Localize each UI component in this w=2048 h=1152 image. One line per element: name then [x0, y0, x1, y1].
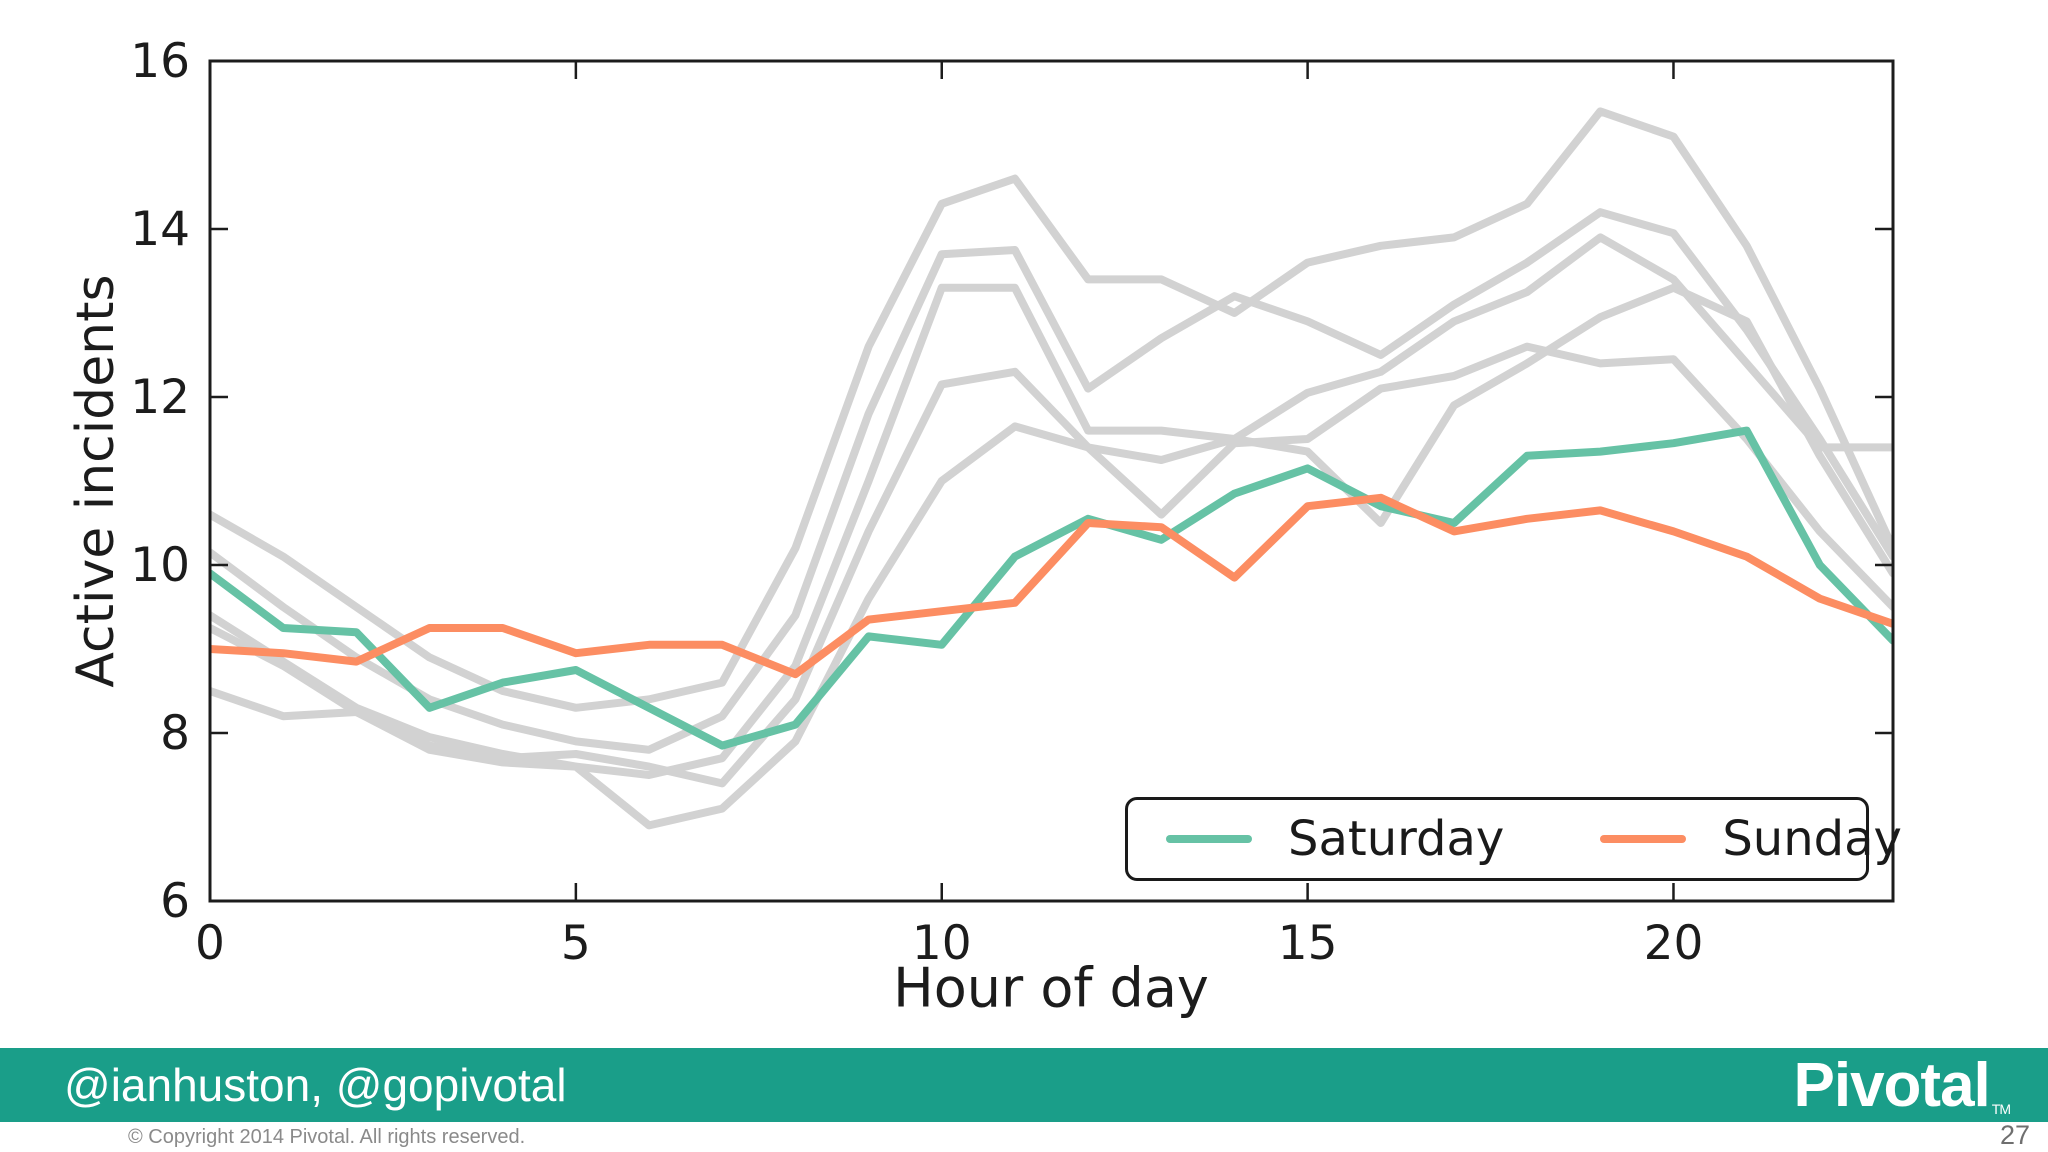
y-axis-label: Active incidents — [66, 274, 126, 688]
svg-text:12: 12 — [130, 370, 190, 425]
chart-legend: Saturday Sunday — [1125, 797, 1902, 881]
page-number: 27 — [1999, 1120, 2030, 1150]
footer-strip: © Copyright 2014 Pivotal. All rights res… — [0, 1120, 2048, 1152]
legend-label-sunday: Sunday — [1722, 811, 1902, 867]
incidents-chart: 0 5 10 15 20 6 8 10 12 14 16 — [130, 34, 1895, 971]
svg-text:20: 20 — [1644, 916, 1704, 971]
plot-border — [208, 59, 1895, 903]
y-tick-labels: 6 8 10 12 14 16 — [130, 34, 190, 929]
svg-text:14: 14 — [130, 202, 190, 257]
twitter-handles: @ianhuston, @gopivotal — [64, 1059, 567, 1111]
svg-text:6: 6 — [160, 874, 190, 929]
svg-text:5: 5 — [561, 916, 591, 971]
line-saturday — [210, 426, 1893, 750]
legend-entry-saturday: Saturday — [1166, 811, 1504, 867]
svg-text:8: 8 — [160, 706, 190, 761]
line-sunday — [210, 493, 1893, 679]
line-weekday-3 — [210, 233, 1893, 779]
legend-entry-sunday: Sunday — [1600, 811, 1902, 867]
sunday-line-swatch — [1600, 835, 1687, 843]
line-weekday-5 — [210, 342, 1893, 830]
svg-text:10: 10 — [130, 538, 190, 593]
legend-label-saturday: Saturday — [1288, 811, 1505, 867]
pivotal-logo-text: Pivotal — [1793, 1050, 1990, 1120]
svg-text:10: 10 — [912, 916, 972, 971]
trademark-symbol: TM — [1991, 1100, 2011, 1117]
pivotal-logo: Pivotal TM — [1793, 1050, 2011, 1121]
footer-bar: @ianhuston, @gopivotal Pivotal TM — [0, 1048, 2048, 1122]
x-axis-label: Hour of day — [893, 956, 1209, 1020]
x-tick-labels: 0 5 10 15 20 — [195, 916, 1703, 971]
line-weekday-4 — [210, 283, 1893, 788]
svg-text:16: 16 — [130, 34, 190, 89]
axis-ticks — [208, 59, 1893, 903]
saturday-line-swatch — [1166, 835, 1252, 843]
svg-text:15: 15 — [1278, 916, 1338, 971]
svg-text:0: 0 — [195, 916, 225, 971]
series-lines — [210, 107, 1893, 830]
line-weekday-2 — [210, 208, 1893, 754]
copyright-text: © Copyright 2014 Pivotal. All rights res… — [128, 1126, 526, 1148]
